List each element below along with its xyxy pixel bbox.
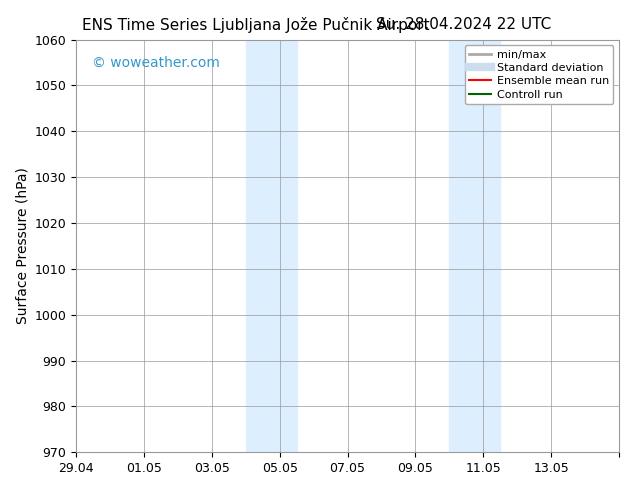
Bar <box>246 40 297 452</box>
Bar <box>450 40 500 452</box>
Text: © woweather.com: © woweather.com <box>93 56 220 70</box>
Y-axis label: Surface Pressure (hPa): Surface Pressure (hPa) <box>15 168 29 324</box>
Text: Su. 28.04.2024 22 UTC: Su. 28.04.2024 22 UTC <box>377 17 552 32</box>
Legend: min/max, Standard deviation, Ensemble mean run, Controll run: min/max, Standard deviation, Ensemble me… <box>465 45 614 104</box>
Text: ENS Time Series Ljubljana Jože Pučnik Airport: ENS Time Series Ljubljana Jože Pučnik Ai… <box>82 17 430 33</box>
